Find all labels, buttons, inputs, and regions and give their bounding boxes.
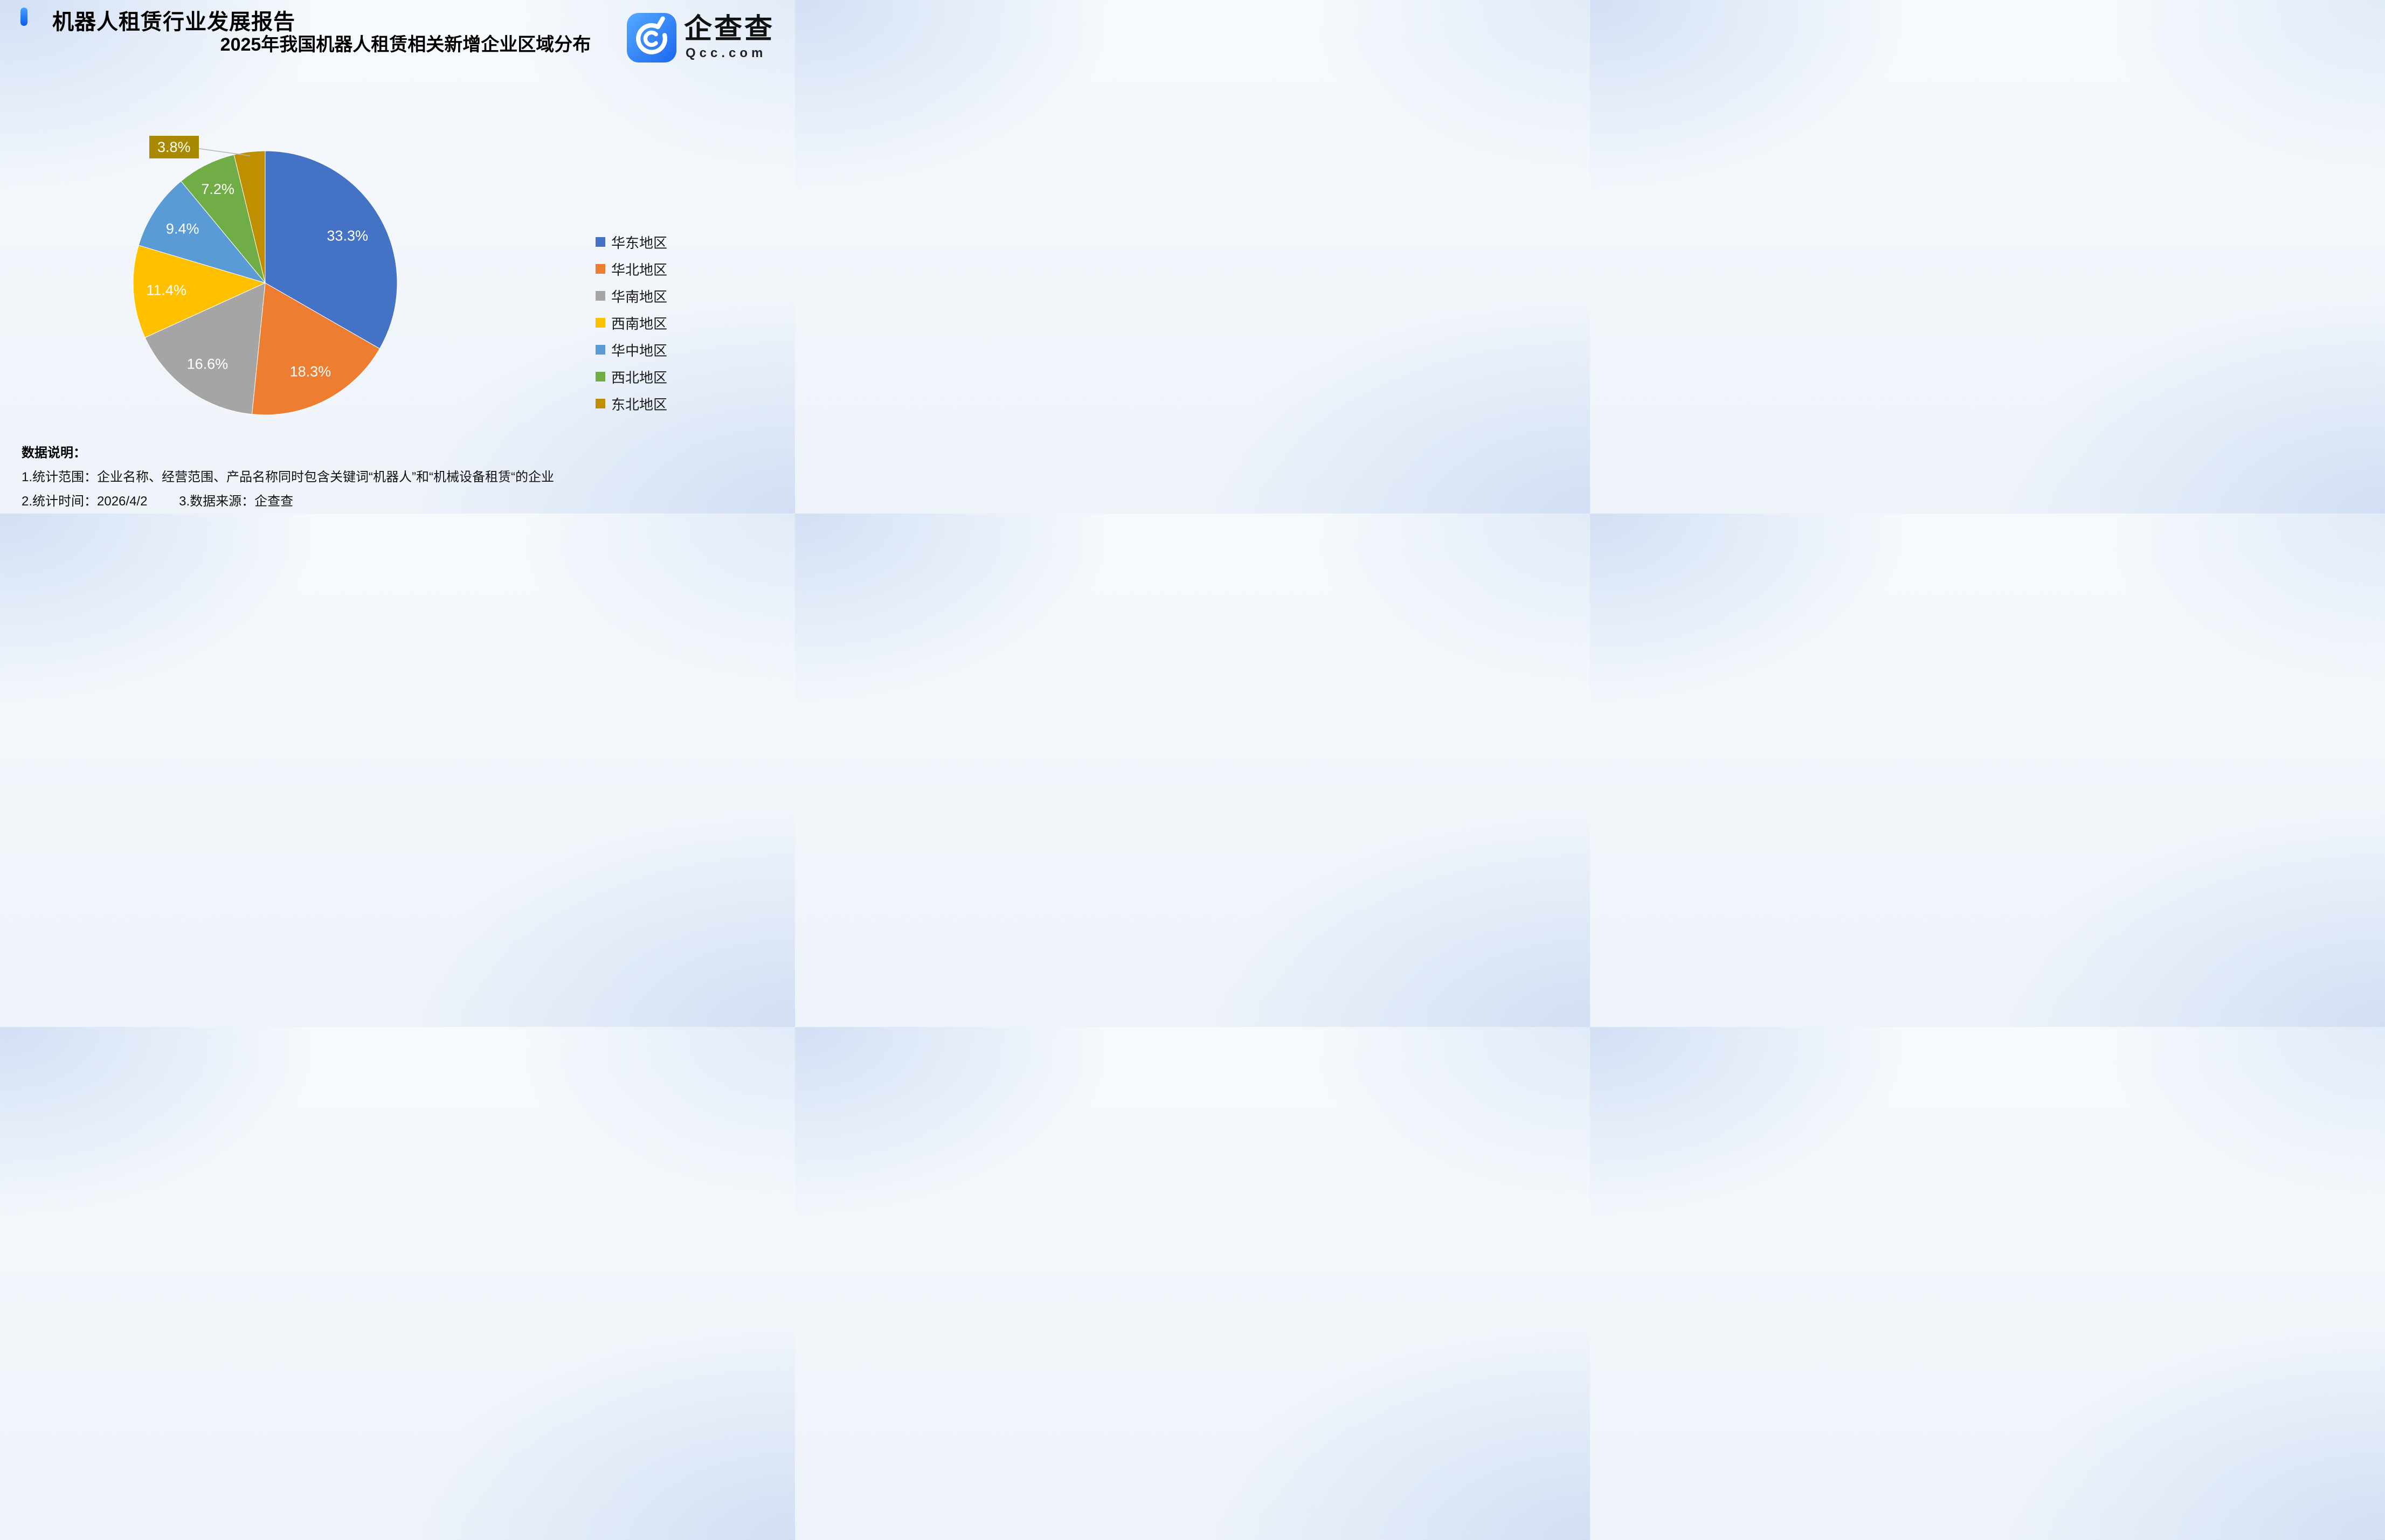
legend-item-4: 西南地区	[596, 309, 667, 336]
pie-slice-3	[144, 282, 266, 415]
legend-item-6: 西北地区	[596, 363, 667, 390]
legend-swatch	[596, 399, 605, 408]
legend-label: 东北地区	[611, 396, 668, 413]
pie-slice-label-1: 33.3%	[327, 228, 368, 244]
pie-chart: 33.3% 18.3% 16.6% 11.4% 9.4% 7.2%	[133, 148, 398, 415]
callout-label-northeast: 3.8%	[149, 136, 199, 159]
pie-slice-label-5: 9.4%	[166, 221, 199, 237]
legend-item-1: 华东地区	[596, 228, 667, 255]
pie-slice-4	[133, 245, 266, 338]
title-accent-bar	[20, 8, 27, 26]
pie-slice-label-2: 18.3%	[290, 364, 331, 380]
notes-line-2: 2.统计时间：2026/4/2 3.数据来源：企查查	[22, 490, 293, 509]
data-notes: 数据说明： 1.统计范围：企业名称、经营范围、产品名称同时包含关键词“机器人”和…	[22, 442, 779, 512]
legend-item-5: 华中地区	[596, 336, 667, 363]
legend-swatch	[596, 291, 605, 301]
pie-slice-7	[233, 150, 266, 283]
legend-item-7: 东北地区	[596, 390, 667, 417]
notes-heading: 数据说明：	[22, 446, 86, 460]
pie-slice-5	[138, 181, 266, 283]
pie-slice-1	[265, 150, 398, 349]
brand-name: 企查查	[683, 13, 775, 45]
report-page: 机器人租赁行业发展报告 企查查 Qcc.com 2025年我国机器人租赁相关新增…	[0, 0, 795, 514]
pie-slice-2	[251, 282, 381, 415]
legend-swatch	[596, 372, 605, 381]
callout-leader-line	[195, 148, 250, 156]
pie-slice-label-6: 7.2%	[201, 181, 234, 197]
brand-domain: Qcc.com	[685, 45, 767, 60]
legend-swatch	[596, 318, 605, 328]
legend-label: 华中地区	[611, 342, 668, 359]
qcc-logo: 企查查 Qcc.com	[626, 13, 775, 63]
pie-slice-label-3: 16.6%	[187, 356, 229, 372]
report-title: 机器人租赁行业发展报告	[52, 10, 295, 34]
qcc-logo-icon	[626, 13, 676, 63]
legend-swatch	[596, 237, 605, 247]
legend-swatch	[596, 345, 605, 355]
notes-data-source: 3.数据来源：企查查	[179, 494, 294, 509]
legend-item-3: 华南地区	[596, 282, 667, 309]
legend-item-2: 华北地区	[596, 255, 667, 282]
pie-slice-6	[181, 154, 266, 283]
legend-swatch	[596, 264, 605, 274]
chart-legend: 华东地区华北地区华南地区西南地区华中地区西北地区东北地区	[596, 228, 667, 417]
pie-slice-label-4: 11.4%	[146, 282, 186, 299]
notes-stat-time: 2.统计时间：2026/4/2	[22, 494, 148, 509]
legend-label: 西南地区	[611, 315, 668, 332]
legend-label: 华北地区	[611, 261, 668, 278]
legend-label: 西北地区	[611, 369, 668, 386]
notes-line-1: 1.统计范围：企业名称、经营范围、产品名称同时包含关键词“机器人”和“机械设备租…	[22, 470, 554, 484]
chart-title: 2025年我国机器人租赁相关新增企业区域分布	[220, 34, 591, 55]
logo-text: 企查查 Qcc.com	[684, 15, 775, 61]
legend-label: 华南地区	[611, 288, 668, 305]
legend-label: 华东地区	[611, 234, 668, 251]
